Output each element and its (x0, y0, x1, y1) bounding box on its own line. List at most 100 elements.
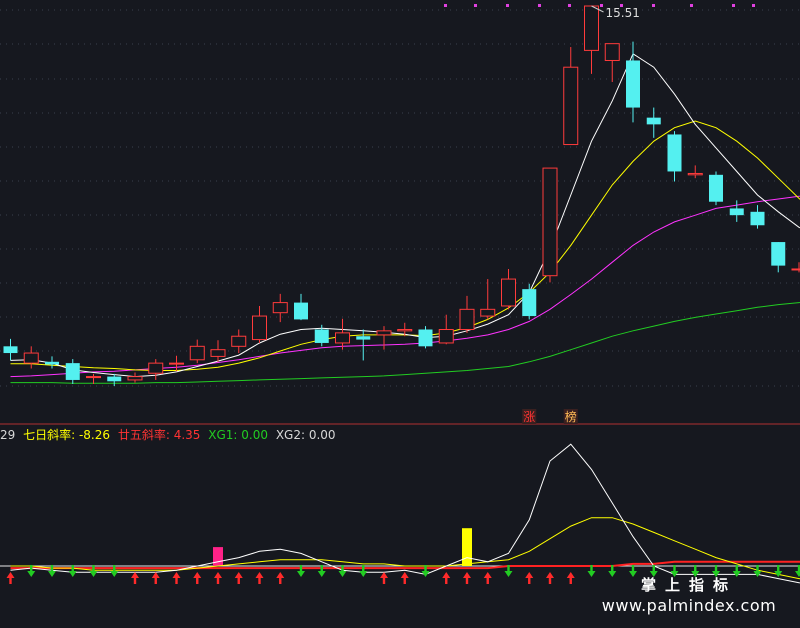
down-arrow (608, 565, 617, 577)
top-marker (732, 4, 735, 7)
candle-body (45, 361, 59, 365)
candle-body (335, 332, 350, 344)
up-arrow (6, 572, 15, 584)
watermark-brand: 掌上指标 (640, 576, 737, 594)
down-arrow (504, 565, 513, 577)
down-arrow (27, 565, 36, 577)
candle-body (687, 172, 703, 176)
candle-body (397, 329, 413, 332)
legend-xg2: XG2: 0.00 (275, 428, 336, 442)
candle-body (750, 211, 765, 226)
seven-day-slope-line (10, 517, 800, 580)
candle-body (626, 60, 640, 108)
up-arrow (276, 572, 285, 584)
high-price-pointer (591, 5, 604, 13)
up-arrow (193, 572, 202, 584)
legend-value: 29 (0, 428, 16, 442)
legend-xg1: XG1: 0.00 (208, 428, 268, 442)
down-arrow (48, 565, 56, 577)
signal-bar (462, 528, 472, 566)
up-arrow (442, 572, 451, 584)
down-arrow (753, 565, 762, 577)
up-arrow (400, 572, 409, 584)
up-arrow (214, 572, 222, 584)
twenty-five-slope-line (10, 560, 800, 570)
up-arrow (380, 572, 388, 584)
candle-body (791, 268, 800, 271)
down-arrow (89, 565, 98, 577)
candle-body (231, 335, 247, 347)
top-marker (444, 4, 447, 7)
candle-body (729, 208, 744, 216)
candle-body (86, 376, 101, 379)
slope-white-line (10, 443, 800, 584)
up-arrow (525, 572, 534, 584)
up-arrow (566, 572, 575, 584)
down-arrow (649, 565, 658, 577)
candle-body (418, 329, 433, 347)
top-marker (752, 4, 755, 7)
ma20-line (10, 195, 800, 378)
top-marker (690, 4, 693, 7)
watermark-url: www.palmindex.com (601, 596, 777, 615)
high-price-label: 15.51 (606, 6, 640, 20)
up-arrow (483, 572, 492, 584)
candle-body (148, 362, 164, 374)
event-marker: 榜 (565, 409, 577, 424)
ma10-line (10, 120, 800, 371)
top-marker (600, 4, 603, 7)
candle-body (438, 329, 454, 344)
down-arrow (359, 565, 368, 577)
candle-body (709, 174, 723, 202)
ma60-line (10, 302, 800, 384)
candle-body (480, 308, 496, 317)
top-marker (568, 4, 571, 7)
up-arrow (255, 572, 264, 584)
up-arrow (546, 572, 554, 584)
up-arrow (151, 572, 160, 584)
candle-body (314, 329, 329, 343)
candle-body (252, 315, 267, 341)
down-arrow (68, 565, 77, 577)
legend-seven-day-slope: 七日斜率: -8.26 (23, 428, 111, 442)
candle-body (23, 352, 39, 364)
candle-body (294, 302, 308, 320)
candle-body (127, 376, 143, 381)
up-arrow (463, 572, 471, 584)
watermark: 掌上指标 www.palmindex.com (584, 574, 794, 615)
down-arrow (587, 565, 596, 577)
top-marker (620, 4, 623, 7)
candle-body (3, 346, 18, 354)
candle-body (584, 5, 599, 51)
up-arrow (172, 572, 181, 584)
candle-body (771, 242, 786, 266)
candle-body (189, 345, 205, 361)
top-marker (474, 4, 477, 7)
up-arrow (131, 572, 139, 584)
down-arrow (338, 565, 347, 577)
signal-bar (213, 547, 223, 566)
down-arrow (712, 565, 720, 577)
down-arrow (795, 565, 800, 577)
indicator-legend: 29 七日斜率: -8.26 廿五斜率: 4.35 XG1: 0.00 XG2:… (0, 426, 340, 443)
candle-body (667, 134, 682, 172)
candle-body (272, 302, 288, 314)
down-arrow (691, 565, 700, 577)
candle-body (169, 362, 184, 365)
candle-body (65, 363, 80, 380)
candle-body (376, 330, 392, 336)
candle-body (646, 117, 661, 125)
candle-body (356, 336, 371, 340)
candle-body (563, 66, 579, 146)
candle-body (522, 289, 537, 317)
top-marker (506, 4, 509, 7)
event-marker: 涨 (523, 409, 535, 424)
down-arrow (110, 565, 119, 577)
event-marker-box (522, 409, 537, 424)
down-arrow (317, 565, 326, 577)
legend-twenty-five-slope: 廿五斜率: 4.35 (117, 428, 201, 442)
candle-body (459, 308, 475, 331)
down-arrow (774, 565, 783, 577)
event-marker-box (563, 409, 578, 424)
